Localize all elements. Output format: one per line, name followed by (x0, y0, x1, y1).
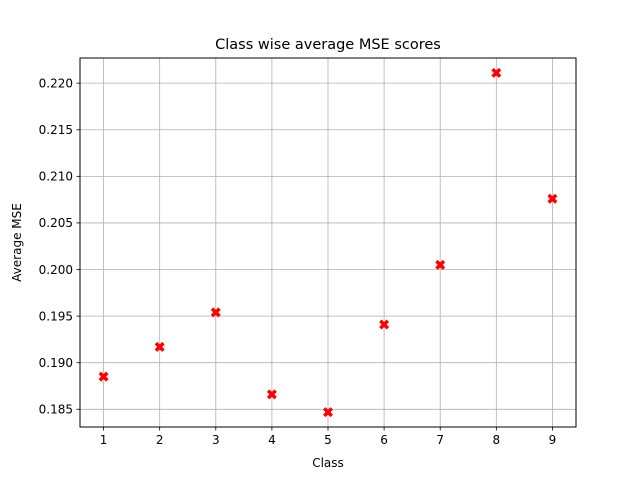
y-axis-label: Average MSE (10, 203, 24, 282)
x-tick-label: 2 (156, 433, 164, 447)
data-point (547, 193, 558, 204)
chart-title: Class wise average MSE scores (215, 37, 441, 53)
y-tick-label: 0.215 (39, 123, 73, 137)
data-point (323, 407, 333, 418)
x-tick-label: 5 (324, 433, 332, 447)
data-point (210, 307, 221, 318)
y-tick-label: 0.185 (39, 403, 73, 417)
x-tick-label: 6 (380, 433, 388, 447)
x-tick-label: 8 (493, 433, 501, 447)
x-axis-label: Class (312, 456, 344, 470)
data-point (98, 371, 109, 382)
ticks: 1 2 3 4 5 6 7 8 9 0.185 0.190 0.195 0.200 0.205 0.210 0… (39, 76, 557, 447)
data-point (266, 389, 277, 400)
x-tick-label: 1 (100, 433, 108, 447)
data-point (154, 341, 165, 352)
data-point (491, 67, 502, 78)
data-point (379, 319, 390, 330)
x-tick-label: 4 (268, 433, 276, 447)
data-point (435, 259, 446, 270)
y-tick-label: 0.205 (39, 216, 73, 230)
x-tick-label: 3 (212, 433, 220, 447)
axes-frame (79, 57, 577, 428)
y-tick-label: 0.200 (39, 263, 73, 277)
grid (80, 58, 576, 427)
x-tick-label: 9 (549, 433, 557, 447)
y-tick-label: 0.195 (39, 309, 73, 323)
y-tick-label: 0.190 (39, 356, 73, 370)
y-tick-label: 0.210 (39, 170, 73, 184)
y-tick-label: 0.220 (39, 76, 73, 90)
data-points (98, 67, 558, 418)
x-tick-label: 7 (436, 433, 444, 447)
